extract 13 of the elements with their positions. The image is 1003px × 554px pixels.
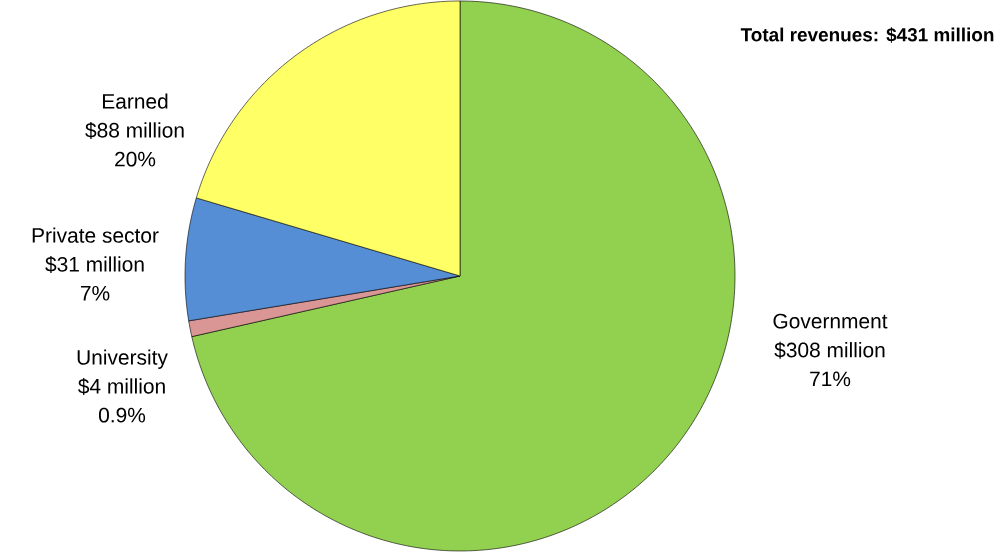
data-label: $308 million xyxy=(774,341,885,359)
slice-label: Earned xyxy=(103,93,168,109)
data-label: $4 million xyxy=(78,377,165,395)
text: 20% xyxy=(115,151,156,167)
slice-label: University xyxy=(77,349,168,369)
data-label: $31 million xyxy=(45,256,144,273)
slice-label: Government xyxy=(773,313,888,329)
data-label: $88 million xyxy=(85,121,184,139)
slice-label: Private sector xyxy=(32,227,159,243)
text: Total revenues: $431 million xyxy=(740,27,994,43)
text: 0.9% xyxy=(98,407,146,423)
text: 71% xyxy=(810,371,851,387)
text: 7% xyxy=(80,285,110,301)
